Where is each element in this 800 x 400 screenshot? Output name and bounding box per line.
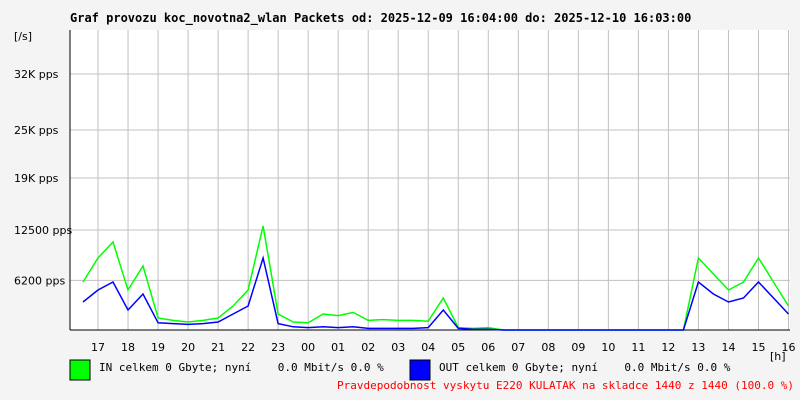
x-tick-label: 11 [631,341,645,354]
x-tick-label: 08 [541,341,555,354]
footer: Pravdepodobnost vyskytu E220 KULATAK na … [337,379,794,392]
plot-area [70,30,790,330]
x-tick-label: 09 [571,341,585,354]
x-tick-label: 21 [211,341,225,354]
x-unit: [h] [770,350,786,363]
x-tick-label: 20 [181,341,195,354]
x-tick-label: 16 [781,341,795,354]
x-tick-label: 14 [721,341,735,354]
x-tick-label: 02 [361,341,375,354]
legend-swatch [409,359,431,381]
x-tick-label: 18 [121,341,135,354]
x-tick-label: 07 [511,341,525,354]
x-tick-label: 03 [391,341,405,354]
legend-label: IN celkem 0 Gbyte; nyní 0.0 Mbit/s 0.0 % [99,361,384,374]
x-tick-label: 10 [601,341,615,354]
y-tick-label: 19K pps [14,172,59,185]
legend-swatch [69,359,91,381]
x-tick-label: 05 [451,341,465,354]
y-tick-label: 32K pps [14,68,59,81]
x-tick-label: 00 [301,341,315,354]
x-tick-label: 04 [421,341,435,354]
x-tick-label: 17 [91,341,105,354]
y-tick-label: 12500 pps [14,224,72,237]
y-tick-label: 6200 pps [14,274,65,287]
y-tick-label: 25K pps [14,124,59,137]
x-tick-label: 23 [271,341,285,354]
x-tick-label: 13 [691,341,705,354]
chart-title: Graf provozu koc_novotna2_wlan Packets o… [70,11,691,26]
x-tick-label: 19 [151,341,165,354]
y-unit: [/s] [14,30,32,43]
x-tick-label: 06 [481,341,495,354]
x-tick-label: 01 [331,341,345,354]
legend-label: OUT celkem 0 Gbyte; nyní 0.0 Mbit/s 0.0 … [439,361,731,374]
x-tick-label: 15 [751,341,765,354]
x-tick-label: 22 [241,341,255,354]
x-tick-label: 12 [661,341,675,354]
series-line [82,255,790,331]
